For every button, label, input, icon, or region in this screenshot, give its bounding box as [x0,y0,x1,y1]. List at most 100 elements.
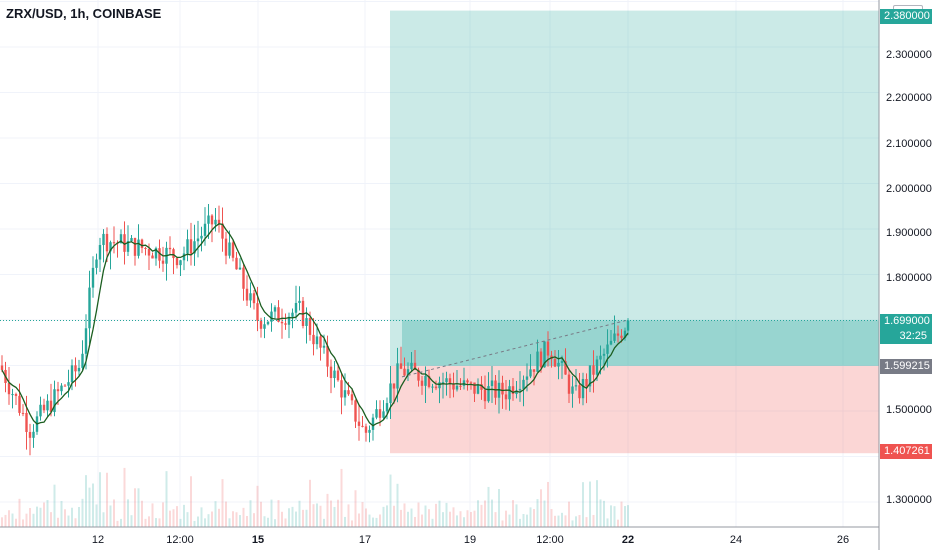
volume-bar [288,508,290,527]
profit-zone [390,10,879,366]
candle-body [427,375,431,387]
volume-bar [351,520,353,527]
candle-body [406,369,410,376]
candle-body [504,394,508,400]
volume-bar [127,499,129,527]
candle-body [280,321,284,324]
bar-countdown: 32:25 [880,329,932,344]
candle-body [77,367,81,372]
volume-bar [459,511,462,527]
candle-body [63,385,67,387]
volume-bar [568,501,570,527]
candle-body [224,238,228,256]
candle-body [284,323,287,325]
candle-body [490,380,494,387]
volume-bar [71,507,73,527]
candle-body [130,238,133,242]
candle-body [459,385,462,387]
candle-body [553,358,557,367]
volume-bar [449,511,451,527]
volume-bar [151,503,154,527]
volume-bar [323,518,325,527]
candle-body [95,259,98,268]
candle-body [214,219,217,225]
candle-body [207,215,210,224]
volume-bar [25,513,28,527]
volume-bar [316,503,318,527]
time-label: 12:00 [166,534,194,546]
volume-bar [582,482,584,527]
volume-bar [60,500,63,527]
time-label: 17 [358,534,372,546]
candle-body [452,383,455,390]
volume-bar [113,499,115,527]
volume-bar [477,500,479,527]
candle-body [483,389,487,402]
price-tick: 1.300000 [886,494,932,506]
candle-body [511,386,515,395]
volume-bar [302,509,304,527]
candle-body [196,238,200,242]
volume-bar [46,500,49,527]
volume-bar [4,514,7,527]
candle-body [175,258,179,266]
candle-body [252,293,256,304]
candle-body [14,394,18,396]
volume-bar [92,483,94,527]
volume-bar [312,504,315,527]
current-price-badge: 1.699000 [880,314,932,329]
candle-body [560,361,564,363]
volume-bar [410,508,413,527]
candle-body [172,249,175,259]
volume-bar [473,510,476,527]
candle-body [438,382,441,389]
candle-body [532,369,536,372]
candle-body [266,321,270,325]
candle-body [371,417,375,430]
price-tick: 2.100000 [886,138,932,150]
candle-body [319,336,322,348]
volume-bar [386,505,388,527]
candle-body [431,386,434,388]
time-label: 12:00 [536,534,564,546]
volume-bar [389,474,392,527]
candle-body [203,223,207,236]
stop-price-badge: 1.407261 [880,444,932,459]
candle-body [508,386,511,400]
volume-bar [435,503,437,527]
candle-body [602,353,606,356]
dashed-trend-line [401,319,627,378]
candle-body [144,248,147,250]
volume-bar [536,499,539,527]
candle-body [494,380,497,398]
candle-body [294,302,298,313]
volume-bar [589,481,591,527]
candle-body [403,368,406,376]
symbol-title[interactable]: ZRX/USD, 1h, COINBASE [6,6,162,21]
volume-bar [396,483,399,527]
candle-body [522,379,525,389]
volume-bar [200,507,203,527]
volume-bar [225,501,227,527]
volume-bar [207,514,210,527]
volume-bar [470,511,472,527]
candle-body [424,375,427,386]
volume-bar [88,487,91,527]
volume-bar [263,516,266,527]
price-tick: 1.800000 [886,272,932,284]
volume-bar [109,505,112,527]
candle-body [413,362,417,370]
candle-body [242,267,245,289]
candle-body [462,380,466,386]
volume-bar [74,518,77,527]
volume-bar [554,515,556,527]
candle-body [455,385,459,390]
candle-body [270,311,273,322]
volume-bar [575,516,577,527]
candle-body [21,412,25,414]
volume-bar [232,511,234,527]
candle-body [350,394,354,401]
volume-bar [599,499,602,527]
